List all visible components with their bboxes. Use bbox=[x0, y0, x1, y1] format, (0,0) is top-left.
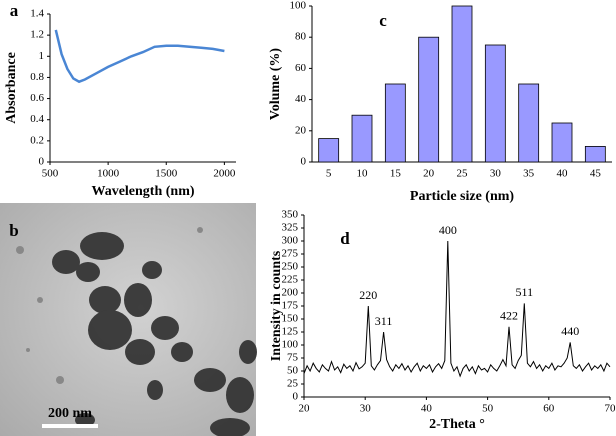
x-tick-label: 50 bbox=[482, 403, 494, 415]
x-tick-label: 15 bbox=[390, 168, 402, 180]
x-tick-label: 70 bbox=[605, 403, 616, 415]
y-tick-label: 1 bbox=[39, 50, 45, 62]
bar bbox=[451, 5, 473, 163]
y-tick-label: 0 bbox=[293, 391, 299, 403]
bar bbox=[318, 138, 340, 163]
x-tick-label: 30 bbox=[360, 403, 372, 415]
peak-label: 220 bbox=[359, 288, 377, 302]
bar bbox=[418, 36, 440, 163]
y-tick-label: 40 bbox=[295, 93, 307, 105]
panel-label: a bbox=[10, 1, 19, 20]
x-tick-label: 20 bbox=[423, 168, 435, 180]
x-tick-label: 20 bbox=[299, 403, 311, 415]
y-tick-label: 20 bbox=[295, 124, 307, 136]
y-tick-label: 200 bbox=[282, 287, 299, 299]
x-axis-title: Particle size (nm) bbox=[410, 189, 515, 204]
data-line bbox=[303, 240, 611, 378]
peak-label: 440 bbox=[561, 324, 579, 338]
y-tick-label: 125 bbox=[282, 326, 299, 338]
bar bbox=[584, 145, 606, 163]
y-tick-label: 60 bbox=[295, 62, 307, 74]
y-tick-label: 75 bbox=[287, 352, 299, 364]
y-tick-label: 150 bbox=[282, 313, 299, 325]
data-line bbox=[54, 29, 225, 84]
bar bbox=[518, 83, 540, 163]
x-tick-label: 25 bbox=[457, 168, 469, 180]
y-tick-label: 0.2 bbox=[30, 134, 44, 146]
y-tick-label: 0 bbox=[39, 156, 45, 168]
y-axis-title: Absorbance bbox=[4, 52, 19, 124]
y-tick-label: 275 bbox=[282, 248, 299, 260]
bar bbox=[551, 122, 573, 163]
bar bbox=[384, 83, 406, 163]
panel-label: d bbox=[340, 229, 350, 248]
x-tick-label: 30 bbox=[490, 168, 502, 180]
x-tick-label: 45 bbox=[590, 168, 602, 180]
y-tick-label: 25 bbox=[287, 378, 299, 390]
y-tick-label: 100 bbox=[290, 0, 307, 12]
x-axis-title: Wavelength (nm) bbox=[91, 184, 194, 199]
y-tick-label: 0.8 bbox=[30, 71, 44, 83]
x-tick-label: 1000 bbox=[97, 168, 120, 180]
x-tick-label: 500 bbox=[42, 168, 59, 180]
bar bbox=[484, 44, 506, 163]
y-tick-label: 175 bbox=[282, 300, 299, 312]
y-tick-label: 1.4 bbox=[30, 8, 44, 20]
x-tick-label: 5 bbox=[326, 168, 332, 180]
x-tick-label: 10 bbox=[357, 168, 369, 180]
panel-label: c bbox=[379, 11, 387, 30]
y-tick-label: 50 bbox=[287, 365, 299, 377]
y-tick-label: 300 bbox=[282, 235, 299, 247]
y-tick-label: 1.2 bbox=[30, 29, 44, 41]
tem-image bbox=[0, 203, 257, 436]
x-tick-label: 40 bbox=[421, 403, 433, 415]
y-tick-label: 325 bbox=[282, 222, 299, 234]
x-tick-label: 1500 bbox=[155, 168, 178, 180]
x-tick-label: 35 bbox=[523, 168, 535, 180]
peak-label: 311 bbox=[375, 314, 393, 328]
y-tick-label: 250 bbox=[282, 261, 299, 273]
y-tick-label: 80 bbox=[295, 31, 307, 43]
y-axis-title: Intensity in counts bbox=[269, 250, 284, 361]
panel-label: b bbox=[9, 221, 18, 240]
x-tick-label: 40 bbox=[557, 168, 569, 180]
y-tick-label: 0.4 bbox=[30, 113, 44, 125]
x-tick-label: 60 bbox=[543, 403, 555, 415]
y-tick-label: 350 bbox=[282, 209, 299, 221]
peak-label: 400 bbox=[439, 223, 457, 237]
bar bbox=[351, 114, 373, 163]
scale-bar-label: 200 nm bbox=[48, 406, 92, 421]
peak-label: 511 bbox=[516, 285, 534, 299]
y-tick-label: 0.6 bbox=[30, 92, 44, 104]
x-axis-title: 2-Theta ° bbox=[429, 417, 485, 432]
y-tick-label: 225 bbox=[282, 274, 299, 286]
peak-label: 422 bbox=[500, 309, 518, 323]
y-axis-title: Volume (%) bbox=[268, 48, 283, 121]
y-tick-label: 0 bbox=[301, 156, 307, 168]
y-tick-label: 100 bbox=[282, 339, 299, 351]
x-tick-label: 2000 bbox=[213, 168, 236, 180]
